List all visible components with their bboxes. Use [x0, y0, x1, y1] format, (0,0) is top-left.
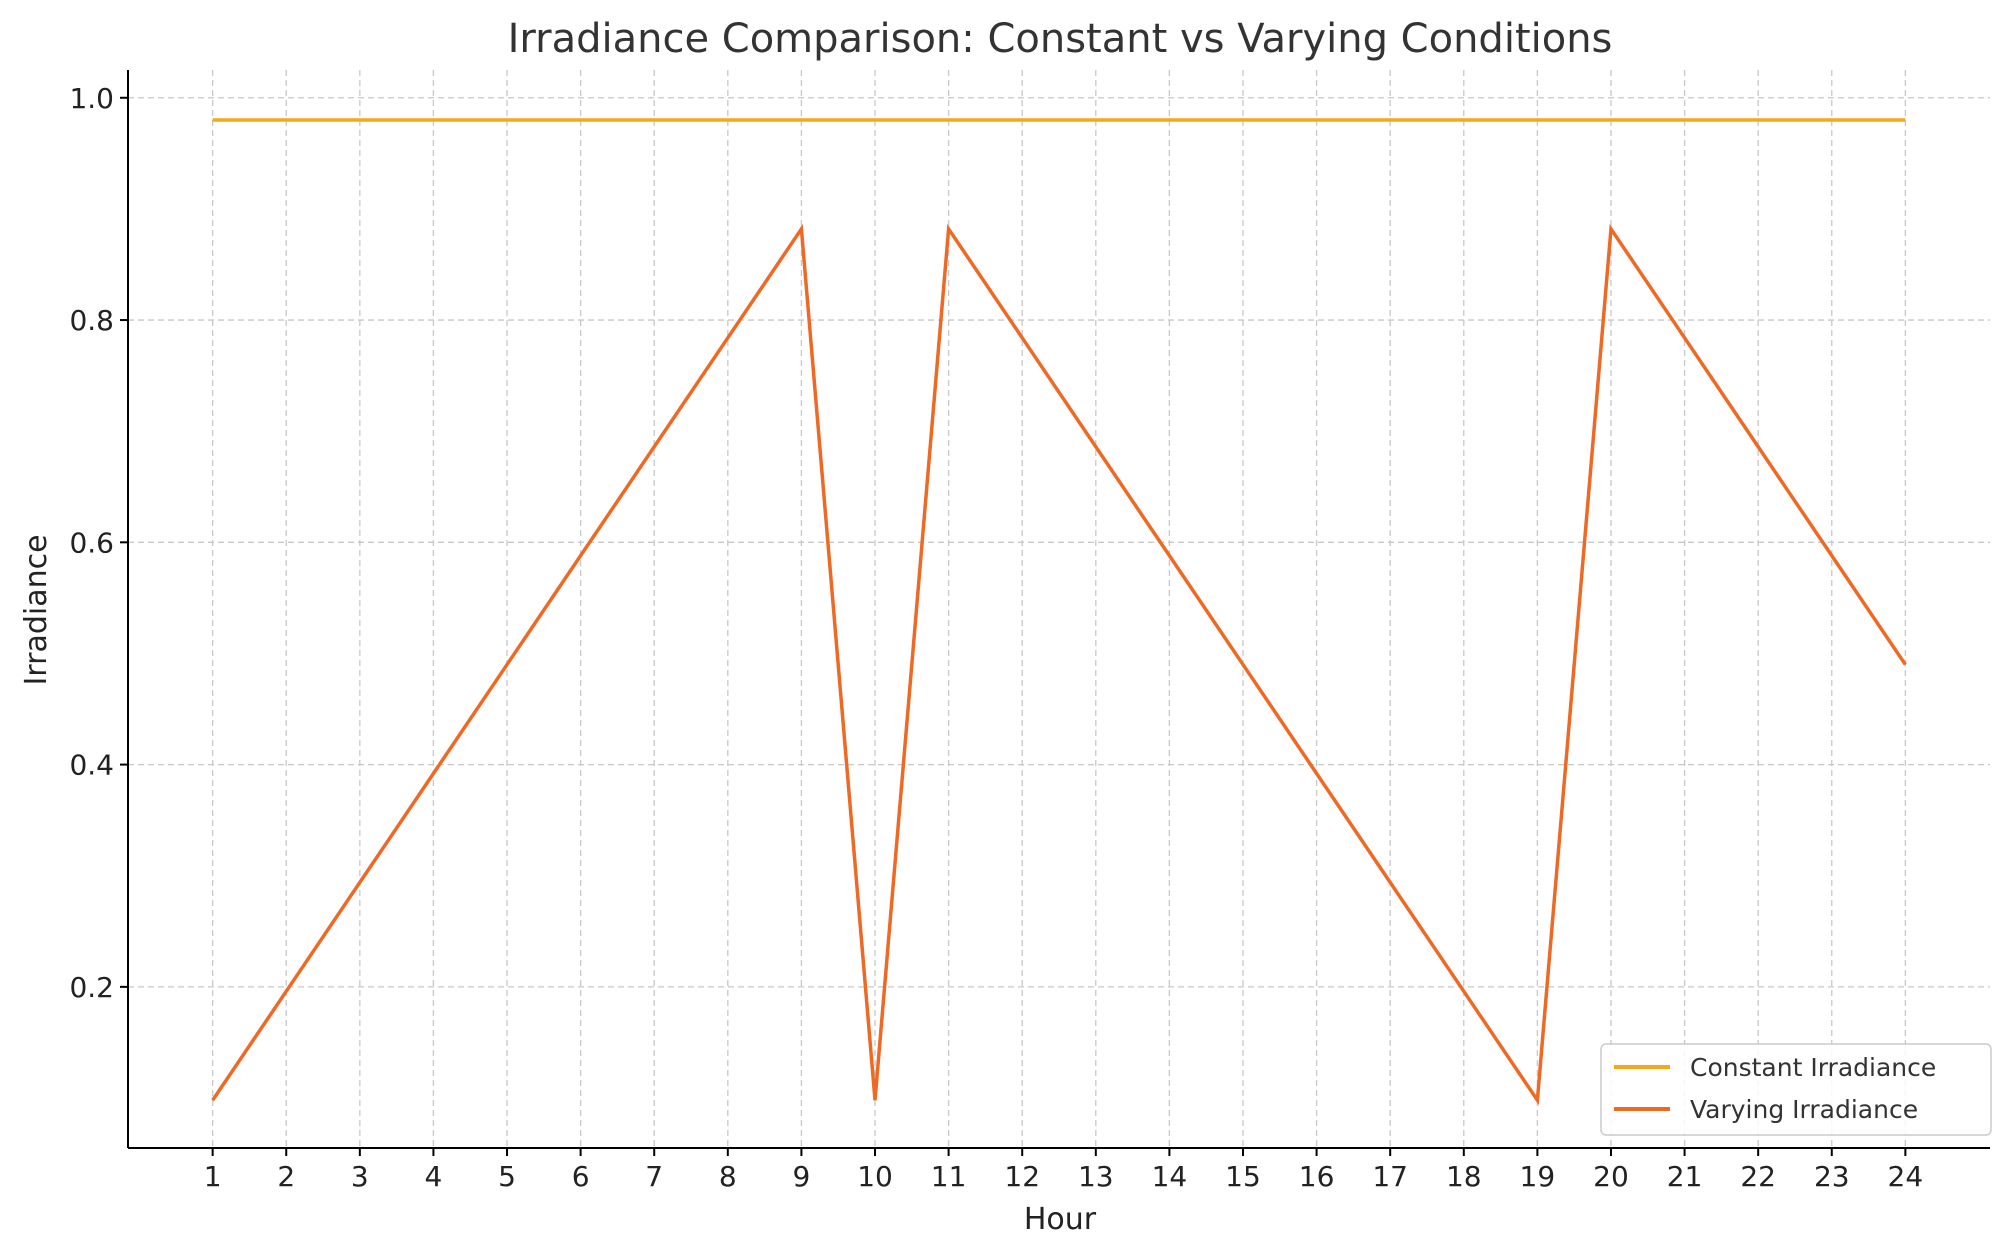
x-tick-label: 9 — [792, 1160, 810, 1193]
series-line-varying — [211, 223, 1907, 1106]
y-tick-label: 0.6 — [69, 526, 114, 559]
chart-title: Irradiance Comparison: Constant vs Varyi… — [508, 16, 1613, 62]
legend-box — [1600, 1043, 1992, 1136]
x-tick-label: 2 — [277, 1160, 295, 1193]
x-tick-label: 10 — [857, 1160, 893, 1193]
x-tick-label: 4 — [425, 1160, 443, 1193]
x-tick-label: 24 — [1888, 1160, 1924, 1193]
x-tick-label: 8 — [719, 1160, 737, 1193]
x-tick-label: 14 — [1152, 1160, 1188, 1193]
legend: Constant Irradiance Varying Irradiance — [1600, 1043, 1992, 1136]
x-tick-label: 21 — [1667, 1160, 1703, 1193]
x-tick-label: 18 — [1446, 1160, 1482, 1193]
y-tick-label: 0.2 — [69, 971, 114, 1004]
x-tick-label: 16 — [1299, 1160, 1335, 1193]
x-tick-label: 20 — [1593, 1160, 1629, 1193]
x-tick-label: 19 — [1520, 1160, 1556, 1193]
x-tick-label: 17 — [1372, 1160, 1408, 1193]
x-tick-label: 22 — [1740, 1160, 1776, 1193]
legend-label-constant: Constant Irradiance — [1690, 1053, 1936, 1082]
x-tick-label: 7 — [645, 1160, 663, 1193]
y-axis-label: Irradiance — [19, 534, 54, 685]
x-tick-label: 1 — [204, 1160, 222, 1193]
x-tick-label: 5 — [498, 1160, 516, 1193]
y-tick-label: 0.4 — [69, 749, 114, 782]
x-tick-label: 11 — [931, 1160, 967, 1193]
x-tick-label: 6 — [572, 1160, 590, 1193]
x-tick-label: 3 — [351, 1160, 369, 1193]
x-axis-label: Hour — [1024, 1202, 1097, 1237]
x-tick-label: 23 — [1814, 1160, 1850, 1193]
x-axis-ticks: 1 2 3 4 5 6 7 8 9 10 11 12 13 14 15 16 17 18 19 20 21 22 23 24 — [204, 1148, 1923, 1193]
legend-label-varying: Varying Irradiance — [1690, 1095, 1918, 1124]
y-tick-label: 0.8 — [69, 304, 114, 337]
x-tick-label: 13 — [1078, 1160, 1114, 1193]
x-tick-label: 15 — [1225, 1160, 1261, 1193]
grid — [128, 70, 1990, 1148]
series-lines — [211, 118, 1907, 1106]
y-tick-label: 1.0 — [69, 82, 114, 115]
y-axis-ticks: 0.2 0.4 0.6 0.8 1.0 — [69, 82, 128, 1004]
x-tick-label: 12 — [1004, 1160, 1040, 1193]
axes — [127, 70, 1990, 1149]
